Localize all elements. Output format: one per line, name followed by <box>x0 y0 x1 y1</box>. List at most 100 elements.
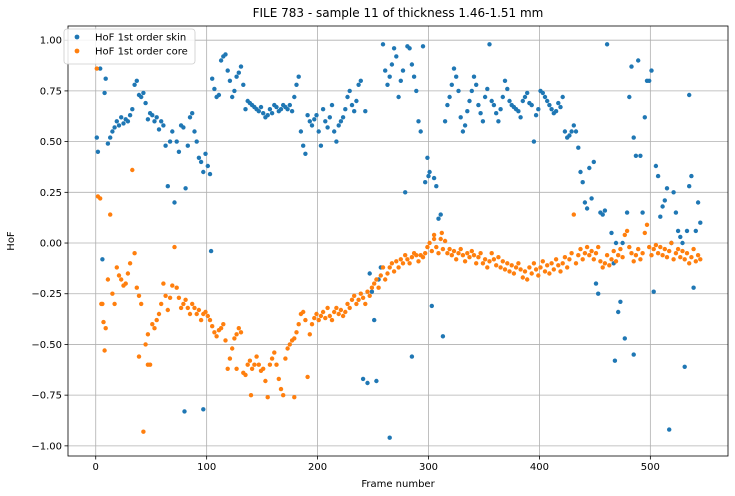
data-point <box>234 332 239 337</box>
data-point <box>582 200 588 205</box>
data-point <box>345 301 350 307</box>
data-point <box>112 125 117 130</box>
data-point <box>95 149 101 154</box>
data-point <box>431 236 437 242</box>
data-point <box>367 271 372 276</box>
data-point <box>134 78 139 84</box>
data-point <box>161 123 166 128</box>
data-point <box>369 285 375 290</box>
data-point <box>649 68 654 73</box>
data-point <box>560 94 565 100</box>
data-point <box>691 285 696 290</box>
data-point <box>511 271 517 276</box>
y-tick-label: 0.50 <box>40 137 62 148</box>
data-point <box>201 169 206 175</box>
data-point <box>505 86 510 92</box>
data-point <box>152 326 157 331</box>
data-point <box>476 102 481 108</box>
data-point <box>119 277 124 282</box>
data-point <box>307 332 312 337</box>
legend: HoF 1st order skin HoF 1st order core <box>63 28 196 65</box>
data-point <box>374 378 379 384</box>
data-point <box>589 196 594 201</box>
data-point <box>263 378 268 384</box>
y-tick-label: −1.00 <box>31 441 62 452</box>
data-point <box>695 253 701 258</box>
y-tick-label: −0.50 <box>31 340 62 351</box>
data-point <box>198 159 204 165</box>
data-point <box>536 273 541 278</box>
data-point <box>150 322 155 327</box>
data-point <box>533 267 539 272</box>
data-point <box>303 317 308 323</box>
data-point <box>325 305 330 311</box>
data-point <box>267 107 273 112</box>
data-point <box>687 184 692 189</box>
data-point <box>612 358 618 363</box>
data-point <box>318 313 324 319</box>
data-point <box>518 115 523 120</box>
data-point <box>161 281 166 286</box>
data-point <box>567 257 572 262</box>
data-point <box>409 354 415 359</box>
data-point <box>689 173 694 179</box>
data-point <box>167 139 173 144</box>
data-point <box>542 94 548 100</box>
data-point <box>285 346 290 351</box>
data-point <box>307 119 312 124</box>
data-point <box>426 173 431 179</box>
axis-ticks: 0 100 200 300 400 500 −1.00 −0.75 −0.50 −0.25 0.00… <box>31 36 660 473</box>
data-point <box>187 311 193 317</box>
data-point <box>460 129 466 134</box>
data-point <box>607 263 612 268</box>
data-point <box>636 58 641 63</box>
axes-frame <box>67 25 729 457</box>
data-point <box>316 129 321 134</box>
data-point <box>560 261 565 266</box>
data-point <box>145 332 151 337</box>
data-point <box>389 62 395 67</box>
data-point <box>385 82 390 88</box>
data-point <box>323 315 328 321</box>
data-point <box>287 102 292 108</box>
data-point <box>456 251 461 256</box>
data-point <box>454 74 459 79</box>
data-point <box>609 230 614 236</box>
data-point <box>338 119 344 124</box>
data-point <box>454 257 459 262</box>
data-point <box>445 251 450 256</box>
data-point <box>651 289 656 294</box>
data-point <box>604 253 610 258</box>
data-point <box>203 151 208 156</box>
data-point <box>372 281 377 286</box>
data-point <box>329 317 335 323</box>
data-point <box>354 98 359 104</box>
data-point <box>462 123 468 128</box>
data-point <box>274 104 279 110</box>
data-point <box>276 376 281 382</box>
data-point <box>256 362 261 367</box>
data-point <box>556 263 561 268</box>
data-point <box>243 107 248 112</box>
data-point <box>127 113 133 118</box>
data-point <box>604 42 610 47</box>
data-point <box>638 257 643 262</box>
data-point <box>611 248 616 254</box>
data-point <box>429 303 434 309</box>
data-point <box>507 98 512 104</box>
data-point <box>274 362 279 367</box>
data-point <box>465 109 470 114</box>
data-point <box>159 119 164 124</box>
data-point <box>660 253 665 258</box>
data-point <box>640 210 645 215</box>
data-point <box>163 293 168 298</box>
data-point <box>653 163 659 169</box>
data-point <box>582 251 588 256</box>
data-point <box>201 407 206 412</box>
data-point <box>121 121 126 126</box>
data-point <box>163 143 168 148</box>
data-point <box>591 257 596 262</box>
data-point <box>320 309 326 315</box>
data-point <box>649 253 654 258</box>
data-point <box>152 119 157 124</box>
